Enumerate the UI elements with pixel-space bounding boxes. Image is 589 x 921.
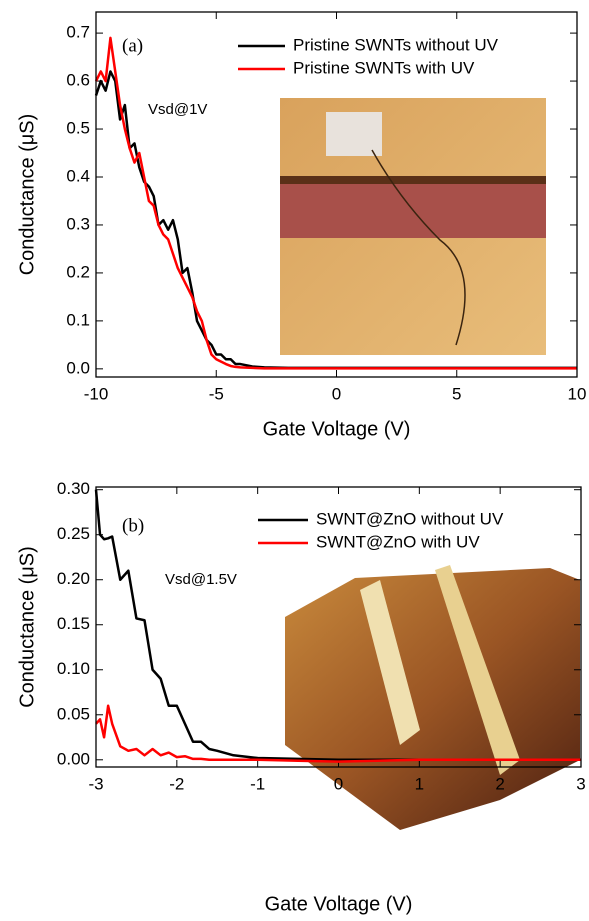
y-tick-label: 0.3 (66, 214, 90, 233)
x-tick-label: 5 (452, 384, 461, 403)
y-tick-label: 0.2 (66, 262, 90, 281)
y-axis-label: Conductance (μS) (16, 546, 38, 708)
x-tick-label: 10 (568, 384, 587, 403)
inset-image-a (280, 98, 546, 355)
x-tick-label: 3 (576, 774, 585, 793)
y-tick-label: 0.05 (57, 704, 90, 723)
legend-label: Pristine SWNTs with UV (293, 58, 475, 77)
x-tick-label: 0 (334, 774, 343, 793)
x-tick-label: -2 (169, 774, 184, 793)
y-tick-label: 0.00 (57, 749, 90, 768)
x-tick-label: 1 (415, 774, 424, 793)
y-tick-label: 0.20 (57, 569, 90, 588)
y-tick-label: 0.1 (66, 310, 90, 329)
legend-label: SWNT@ZnO with UV (316, 532, 480, 551)
annotation: (a) (122, 35, 143, 56)
y-tick-label: 0.25 (57, 524, 90, 543)
x-tick-label: 2 (495, 774, 504, 793)
x-tick-label: -10 (84, 384, 109, 403)
y-tick-label: 0.4 (66, 166, 90, 185)
legend-label: SWNT@ZnO without UV (316, 509, 504, 528)
x-tick-label: 0 (332, 384, 341, 403)
y-tick-label: 0.30 (57, 479, 90, 498)
annotation: (b) (122, 515, 144, 536)
x-tick-label: -5 (209, 384, 224, 403)
x-tick-label: -3 (88, 774, 103, 793)
x-axis-label: Gate Voltage (V) (265, 893, 413, 915)
figure: -10-505100.00.10.20.30.40.50.60.7Pristin… (0, 0, 589, 921)
y-tick-label: 0.0 (66, 358, 90, 377)
y-tick-label: 0.7 (66, 23, 90, 42)
y-tick-label: 0.5 (66, 119, 90, 138)
x-axis-label: Gate Voltage (V) (263, 418, 411, 440)
page: {"chart_data": [ {"type": "line", "annot… (0, 0, 589, 921)
inset-image-b (285, 565, 580, 830)
annotation: Vsd@1.5V (165, 571, 237, 588)
annotation: Vsd@1V (148, 101, 207, 118)
x-tick-label: -1 (250, 774, 265, 793)
y-tick-label: 0.10 (57, 659, 90, 678)
y-tick-label: 0.15 (57, 614, 90, 633)
y-tick-label: 0.6 (66, 71, 90, 90)
legend-label: Pristine SWNTs without UV (293, 35, 499, 54)
y-axis-label: Conductance (μS) (16, 114, 38, 276)
